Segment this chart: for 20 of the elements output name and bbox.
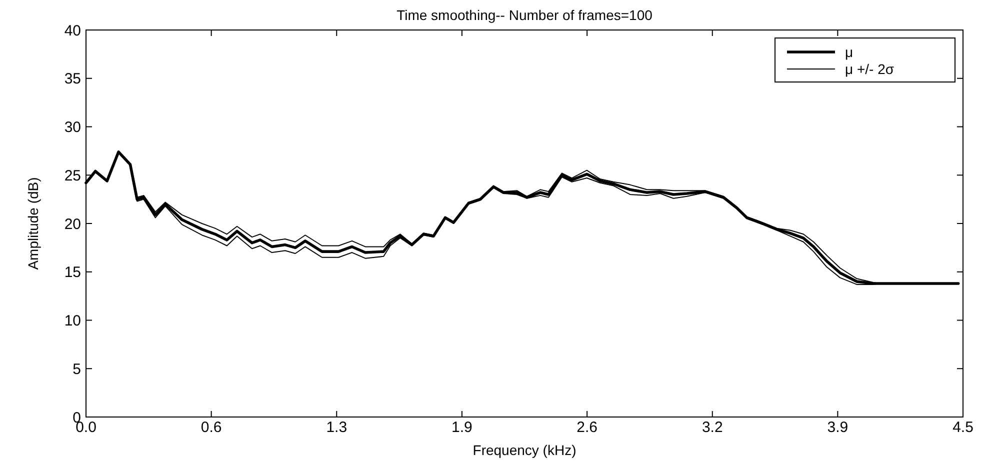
legend-label: μ +/- 2σ	[845, 60, 894, 77]
y-axis-title: Amplitude (dB)	[25, 177, 41, 270]
x-axis-title: Frequency (kHz)	[472, 442, 576, 458]
legend-label: μ	[845, 44, 854, 60]
y-tick-label: 5	[72, 360, 81, 378]
y-tick-label: 30	[64, 119, 81, 136]
x-tick-label: 2.6	[576, 419, 598, 436]
y-tick-label: 10	[64, 312, 81, 330]
x-tick-label: 3.9	[827, 419, 848, 436]
x-tick-label: 3.2	[702, 419, 723, 436]
x-tick-label: 1.3	[326, 419, 348, 436]
chart-title: Time smoothing-- Number of frames=100	[396, 7, 653, 23]
x-tick-label: 4.5	[952, 419, 974, 436]
y-tick-label: 40	[64, 22, 81, 40]
x-tick-label: 1.9	[452, 419, 472, 436]
y-tick-label: 25	[64, 167, 81, 184]
y-tick-label: 15	[64, 264, 81, 282]
y-tick-label: 35	[64, 70, 81, 88]
y-tick-label: 20	[64, 216, 81, 233]
x-tick-label: 0.6	[200, 419, 222, 436]
